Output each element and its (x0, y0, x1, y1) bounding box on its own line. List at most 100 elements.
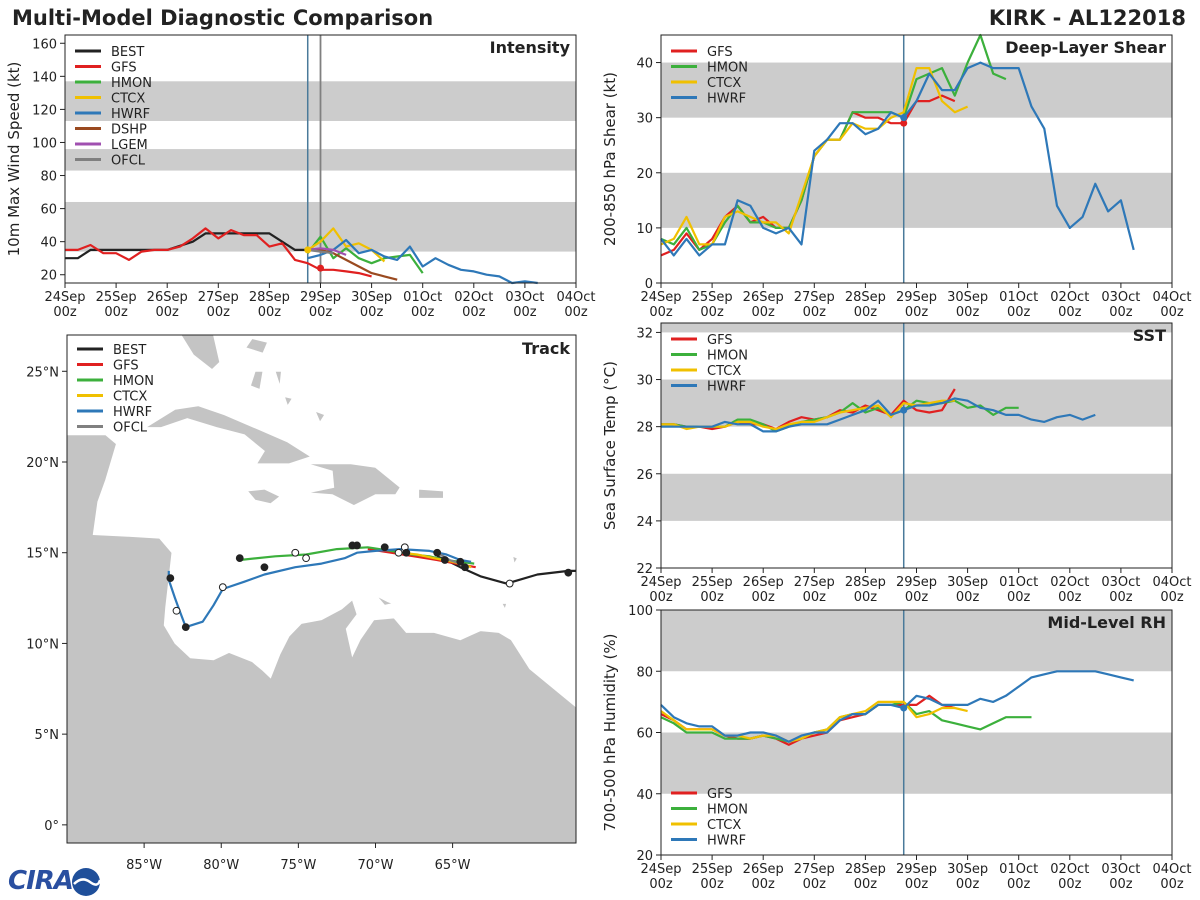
legend-label-ctcx: CTCX (707, 364, 741, 379)
track-marker-hwrf (380, 543, 389, 552)
legend-label-hwrf: HWRF (707, 92, 746, 107)
bahamas-land (245, 338, 269, 354)
x-tick-label: 24Sep 00z (44, 290, 85, 320)
legend-label-gfs: GFS (111, 61, 137, 76)
legend-label-dshp: DSHP (111, 123, 147, 138)
y-tick-label: 160 (32, 37, 57, 52)
gfs-init-marker (900, 119, 908, 127)
series-line-lgem (307, 247, 347, 256)
x-tick-label: 03Oct 00z (505, 290, 544, 320)
logo-text: CIRA (8, 866, 74, 896)
track-marker-hwrf (302, 554, 310, 563)
track-marker-hmon (394, 548, 403, 557)
shade-band (661, 323, 1172, 333)
x-tick-label: 28Sep 00z (249, 290, 290, 320)
panel-title: Track (522, 339, 570, 358)
x-tick-label: 25Sep 00z (692, 290, 733, 320)
x-tick-label: 80°W (203, 858, 239, 873)
y-tick-label: 28 (636, 421, 653, 436)
x-tick-label: 04Oct 00z (1152, 862, 1191, 892)
x-tick-label: 29Sep 00z (896, 290, 937, 320)
y-tick-label: 5°N (35, 728, 60, 743)
logo-wave-icon (72, 868, 102, 896)
y-axis-label: 10m Max Wind Speed (kt) (5, 62, 23, 257)
legend-label-ofcl: OFCL (111, 154, 146, 169)
x-tick-label: 01Oct 00z (999, 290, 1038, 320)
y-tick-label: 24 (636, 515, 653, 530)
panel-intensity: 20 40 60 80 100 120 140 160 24Sep 00z 25Sep 00z 26Se… (5, 34, 596, 320)
puerto-rico-land (418, 488, 444, 499)
track-marker-hwrf (181, 623, 190, 631)
x-tick-label: 30Sep 00z (947, 575, 988, 605)
y-tick-label: 100 (628, 604, 653, 619)
track-marker-hwrf (260, 563, 269, 572)
y-tick-label: 30 (636, 374, 653, 389)
x-tick-label: 03Oct 00z (1101, 575, 1140, 605)
x-tick-label: 26Sep 00z (147, 290, 188, 320)
x-tick-label: 30Sep 00z (351, 290, 392, 320)
legend-label-gfs: GFS (113, 359, 139, 374)
y-tick-label: 40 (636, 788, 653, 803)
panel-rh: 20 40 60 80 100 24Sep 00z 25Sep 00z 26Sep 00z 27Sep… (601, 604, 1192, 892)
plot-frame (66, 334, 577, 844)
legend-label-hwrf: HWRF (113, 405, 152, 420)
y-tick-label: 20 (636, 167, 653, 182)
y-tick-label: 0° (44, 819, 59, 834)
map-land (67, 335, 576, 843)
track-marker-hwrf (166, 574, 175, 583)
hwrf-init-marker (900, 114, 908, 122)
island-land (376, 595, 394, 606)
series-line-ofcl (307, 248, 334, 255)
x-tick-label: 02Oct 00z (1050, 862, 1089, 892)
x-tick-label: 26Sep 00z (743, 575, 784, 605)
cira-logo: CIRA (4, 866, 104, 898)
x-tick-label: 25Sep 00z (96, 290, 137, 320)
legend-label-ctcx: CTCX (113, 390, 147, 405)
x-tick-label: 24Sep 00z (640, 575, 681, 605)
hwrf-init-marker (900, 704, 908, 712)
y-tick-label: 10°N (26, 637, 59, 652)
y-tick-label: 60 (40, 203, 57, 218)
x-tick-label: 24Sep 00z (640, 290, 681, 320)
x-tick-label: 29Sep 00z (896, 575, 937, 605)
hispaniola-land (307, 463, 401, 506)
series-line-hwrf (307, 238, 538, 285)
legend-label-best: BEST (113, 343, 146, 358)
x-tick-label: 65°W (435, 858, 471, 873)
x-tick-label: 27Sep 00z (198, 290, 239, 320)
legend-label-ctcx: CTCX (707, 76, 741, 91)
panel-title: Mid-Level RH (1047, 613, 1166, 632)
y-tick-label: 20°N (26, 456, 59, 471)
x-tick-label: 04Oct 00z (556, 290, 595, 320)
y-tick-label: 26 (636, 468, 653, 483)
y-axis-label: 700-500 hPa Humidity (%) (601, 633, 619, 831)
y-tick-label: 0 (645, 277, 653, 292)
florida-land (67, 335, 221, 371)
legend-label-hmon: HMON (707, 61, 748, 76)
x-tick-label: 75°W (280, 858, 316, 873)
y-axis-label: 200-850 hPa Shear (kt) (601, 72, 619, 246)
y-axis-label: Sea Surface Temp (°C) (601, 361, 619, 530)
legend-label-ctcx: CTCX (707, 818, 741, 833)
y-tick-label: 15°N (26, 547, 59, 562)
track-marker-best (505, 579, 514, 588)
panel-title: SST (1133, 326, 1166, 345)
plot-area (661, 323, 1172, 568)
track-marker-hmon (291, 548, 300, 557)
gfs-init-marker (317, 264, 324, 272)
island-land (512, 555, 518, 565)
y-tick-label: 32 (636, 326, 653, 341)
cuba-land (144, 405, 312, 465)
track-line-hwrf (167, 547, 472, 629)
series-line-hwrf (660, 670, 1134, 743)
legend-label-ofcl: OFCL (113, 421, 148, 436)
track-marker-best (564, 568, 573, 577)
storm-title: KIRK - AL122018 (988, 6, 1186, 30)
y-tick-label: 10 (636, 222, 653, 237)
central-south-america-land (67, 434, 576, 843)
y-tick-label: 100 (32, 136, 57, 151)
x-tick-label: 02Oct 00z (1050, 575, 1089, 605)
y-tick-label: 20 (40, 269, 57, 284)
x-tick-label: 01Oct 00z (999, 575, 1038, 605)
